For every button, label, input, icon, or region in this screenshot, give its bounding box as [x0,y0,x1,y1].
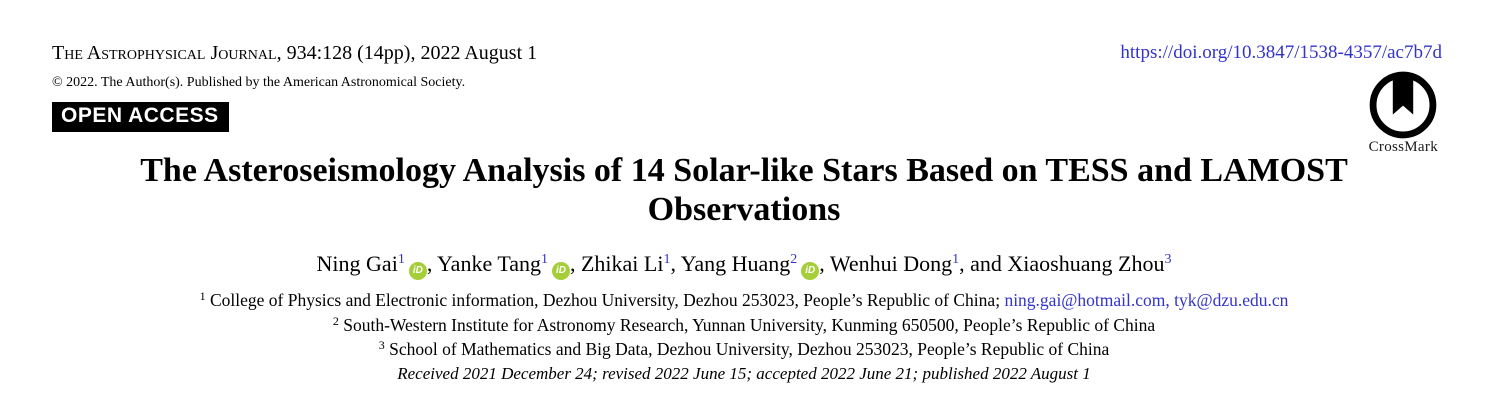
paper-title-line2: Observations [647,191,841,228]
orcid-icon[interactable]: iD [408,262,427,280]
affiliation-text: College of Physics and Electronic inform… [209,290,1005,310]
email-link-2[interactable]: tyk@dzu.edu.cn [1174,290,1289,310]
journal-citation-line: The Astrophysical Journal, 934:128 (14pp… [52,42,537,65]
crossmark-label: CrossMark [1368,139,1438,155]
affiliation: 2 South-Western Institute for Astronomy … [0,313,1488,338]
publication-dates: Received 2021 December 24; revised 2022 … [397,364,1091,383]
email-link-1[interactable]: ning.gai@hotmail.com [1004,290,1166,310]
email-separator: , [1165,290,1175,310]
paper-title: The Asteroseismology Analysis of 14 Sola… [0,151,1488,229]
author: Yang Huang2iD, [680,251,830,280]
copyright-line: © 2022. The Author(s). Published by the … [52,75,466,90]
author-name: Zhikai Li [580,251,664,276]
author: Zhikai Li1, [581,251,681,276]
orcid-icon[interactable]: iD [801,262,820,280]
author-affiliation-ref[interactable]: 1 [663,252,671,267]
author: Yanke Tang1iD, [437,251,581,280]
affiliation-marker: 3 [378,338,385,352]
orcid-icon[interactable]: iD [551,262,570,280]
author-name: Ning Gai [316,251,398,276]
affiliation: 1 College of Physics and Electronic info… [0,288,1488,313]
author-separator: , [569,251,581,276]
author-name: Wenhui Dong [829,251,953,276]
author-affiliation-ref[interactable]: 2 [790,252,798,267]
author-separator: , [426,251,437,276]
author-separator: , and [959,251,1008,276]
author-affiliation-ref[interactable]: 1 [397,252,405,267]
affiliation-text: South-Western Institute for Astronomy Re… [343,314,1156,335]
author-affiliation-ref[interactable]: 1 [540,252,548,267]
author-separator: , [819,251,830,276]
affiliation-marker: 1 [199,289,206,303]
doi-crossmark-block: https://doi.org/10.3847/1538-4357/ac7b7d… [1120,42,1442,156]
author-affiliation-ref[interactable]: 1 [952,252,960,267]
author-affiliation-ref[interactable]: 3 [1164,252,1172,267]
affiliation-text: School of Mathematics and Big Data, Dezh… [389,339,1110,359]
crossmark-icon [1369,71,1437,139]
author: Xiaoshuang Zhou3 [1007,251,1171,276]
open-access-badge[interactable]: OPEN ACCESS [52,102,229,132]
journal-issue-info: , 934:128 (14pp), 2022 August 1 [276,42,538,64]
author-name: Xiaoshuang Zhou [1007,251,1165,276]
author-list: Ning Gai1iD, Yanke Tang1iD, Zhikai Li1, … [0,251,1488,280]
journal-info-block: The Astrophysical Journal, 934:128 (14pp… [52,42,537,132]
author: Wenhui Dong1, and [830,251,1008,276]
author-name: Yanke Tang [437,251,541,276]
affiliation-marker: 2 [332,313,339,328]
paper-title-line1: The Asteroseismology Analysis of 14 Sola… [140,152,1348,189]
doi-link[interactable]: https://doi.org/10.3847/1538-4357/ac7b7d [1120,42,1442,63]
affiliation-list: 1 College of Physics and Electronic info… [0,288,1488,362]
author-separator: , [670,251,681,276]
author-name: Yang Huang [680,251,791,276]
affiliation: 3 School of Mathematics and Big Data, De… [0,337,1488,362]
author: Ning Gai1iD, [316,251,437,280]
journal-name: The Astrophysical Journal [52,42,277,64]
crossmark-logo[interactable]: CrossMark [1369,71,1438,156]
